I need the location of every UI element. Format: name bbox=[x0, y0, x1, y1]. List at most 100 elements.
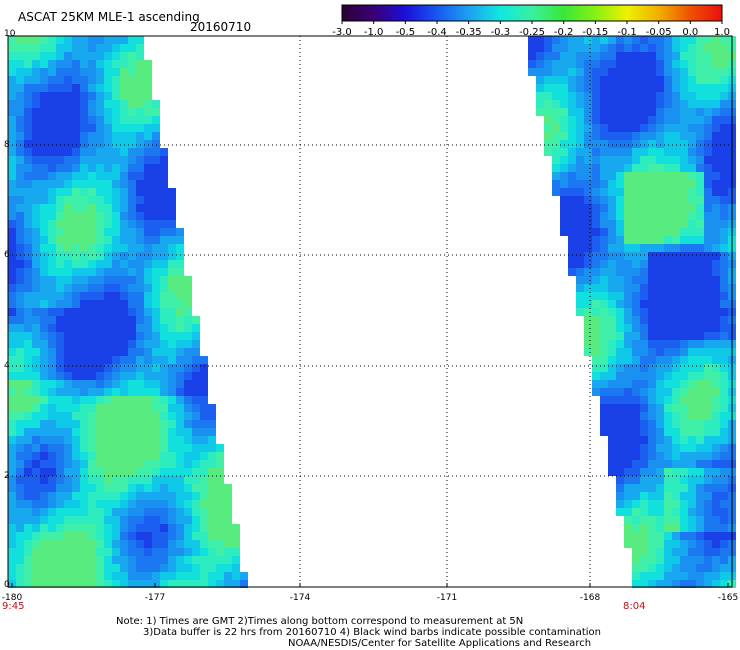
swath-cell bbox=[576, 148, 584, 156]
swath-cell bbox=[680, 508, 688, 516]
swath-cell bbox=[8, 108, 16, 116]
swath-cell bbox=[8, 492, 16, 500]
swath-cell bbox=[136, 500, 144, 508]
swath-cell bbox=[624, 356, 632, 364]
swath-cell bbox=[88, 164, 96, 172]
swath-cell bbox=[568, 228, 576, 236]
swath-cell bbox=[712, 508, 720, 516]
y-tick-label: 8 bbox=[4, 140, 10, 150]
swath-cell bbox=[64, 212, 72, 220]
swath-cell bbox=[640, 196, 648, 204]
swath-cell bbox=[48, 524, 56, 532]
swath-cell bbox=[168, 212, 176, 220]
swath-cell bbox=[64, 52, 72, 60]
swath-cell bbox=[632, 308, 640, 316]
swath-cell bbox=[72, 204, 80, 212]
swath-cell bbox=[32, 404, 40, 412]
swath-cell bbox=[712, 164, 720, 172]
swath-cell bbox=[640, 500, 648, 508]
swath-cell bbox=[688, 492, 696, 500]
swath-cell bbox=[640, 84, 648, 92]
swath-cell bbox=[696, 444, 704, 452]
swath-cell bbox=[648, 508, 656, 516]
swath-cell bbox=[88, 460, 96, 468]
swath-cell bbox=[720, 268, 728, 276]
swath-cell bbox=[112, 44, 120, 52]
swath-cell bbox=[56, 236, 64, 244]
swath-cell bbox=[112, 140, 120, 148]
swath-cell bbox=[112, 164, 120, 172]
swath-cell bbox=[112, 148, 120, 156]
swath-cell bbox=[608, 132, 616, 140]
swath-cell bbox=[712, 404, 720, 412]
swath-cell bbox=[544, 132, 552, 140]
swath-cell bbox=[680, 412, 688, 420]
swath-cell bbox=[664, 364, 672, 372]
swath-cell bbox=[664, 372, 672, 380]
swath-cell bbox=[704, 340, 712, 348]
swath-cell bbox=[176, 372, 184, 380]
swath-cell bbox=[184, 492, 192, 500]
swath-cell bbox=[640, 124, 648, 132]
swath-cell bbox=[96, 100, 104, 108]
swath-cell bbox=[40, 556, 48, 564]
swath-cell bbox=[152, 212, 160, 220]
swath-cell bbox=[144, 428, 152, 436]
swath-cell bbox=[24, 396, 32, 404]
swath-cell bbox=[616, 388, 624, 396]
swath-cell bbox=[64, 156, 72, 164]
swath-cell bbox=[24, 572, 32, 580]
swath-cell bbox=[704, 540, 712, 548]
swath-cell bbox=[648, 92, 656, 100]
swath-cell bbox=[576, 100, 584, 108]
swath-cell bbox=[656, 524, 664, 532]
swath-cell bbox=[88, 300, 96, 308]
swath-cell bbox=[24, 308, 32, 316]
swath-cell bbox=[624, 532, 632, 540]
swath-cell bbox=[80, 572, 88, 580]
swath-cell bbox=[592, 316, 600, 324]
swath-cell bbox=[640, 412, 648, 420]
swath-cell bbox=[672, 460, 680, 468]
swath-cell bbox=[72, 532, 80, 540]
swath-cell bbox=[584, 228, 592, 236]
swath-cell bbox=[40, 500, 48, 508]
swath-cell bbox=[176, 540, 184, 548]
swath-cell bbox=[48, 284, 56, 292]
swath-cell bbox=[184, 420, 192, 428]
swath-cell bbox=[136, 276, 144, 284]
swath-cell bbox=[712, 196, 720, 204]
swath-cell bbox=[160, 324, 168, 332]
swath-cell bbox=[696, 292, 704, 300]
swath-cell bbox=[720, 188, 728, 196]
swath-cell bbox=[648, 44, 656, 52]
swath-cell bbox=[112, 36, 120, 44]
swath-cell bbox=[640, 364, 648, 372]
swath-cell bbox=[40, 372, 48, 380]
swath-cell bbox=[88, 372, 96, 380]
swath-cell bbox=[616, 340, 624, 348]
swath-cell bbox=[648, 460, 656, 468]
swath-cell bbox=[80, 140, 88, 148]
swath-cell bbox=[200, 492, 208, 500]
swath-cell bbox=[56, 76, 64, 84]
swath-cell bbox=[96, 172, 104, 180]
swath-cell bbox=[184, 436, 192, 444]
swath-cell bbox=[8, 188, 16, 196]
swath-cell bbox=[80, 76, 88, 84]
swath-cell bbox=[16, 308, 24, 316]
swath-cell bbox=[592, 188, 600, 196]
swath-cell bbox=[640, 204, 648, 212]
swath-cell bbox=[128, 484, 136, 492]
swath-cell bbox=[16, 372, 24, 380]
swath-cell bbox=[680, 188, 688, 196]
swath-cell bbox=[72, 100, 80, 108]
swath-cell bbox=[96, 396, 104, 404]
swath-cell bbox=[168, 436, 176, 444]
swath-cell bbox=[616, 212, 624, 220]
swath-cell bbox=[24, 548, 32, 556]
swath-cell bbox=[584, 60, 592, 68]
swath-cell bbox=[32, 60, 40, 68]
swath-cell bbox=[16, 244, 24, 252]
swath-cell bbox=[80, 548, 88, 556]
